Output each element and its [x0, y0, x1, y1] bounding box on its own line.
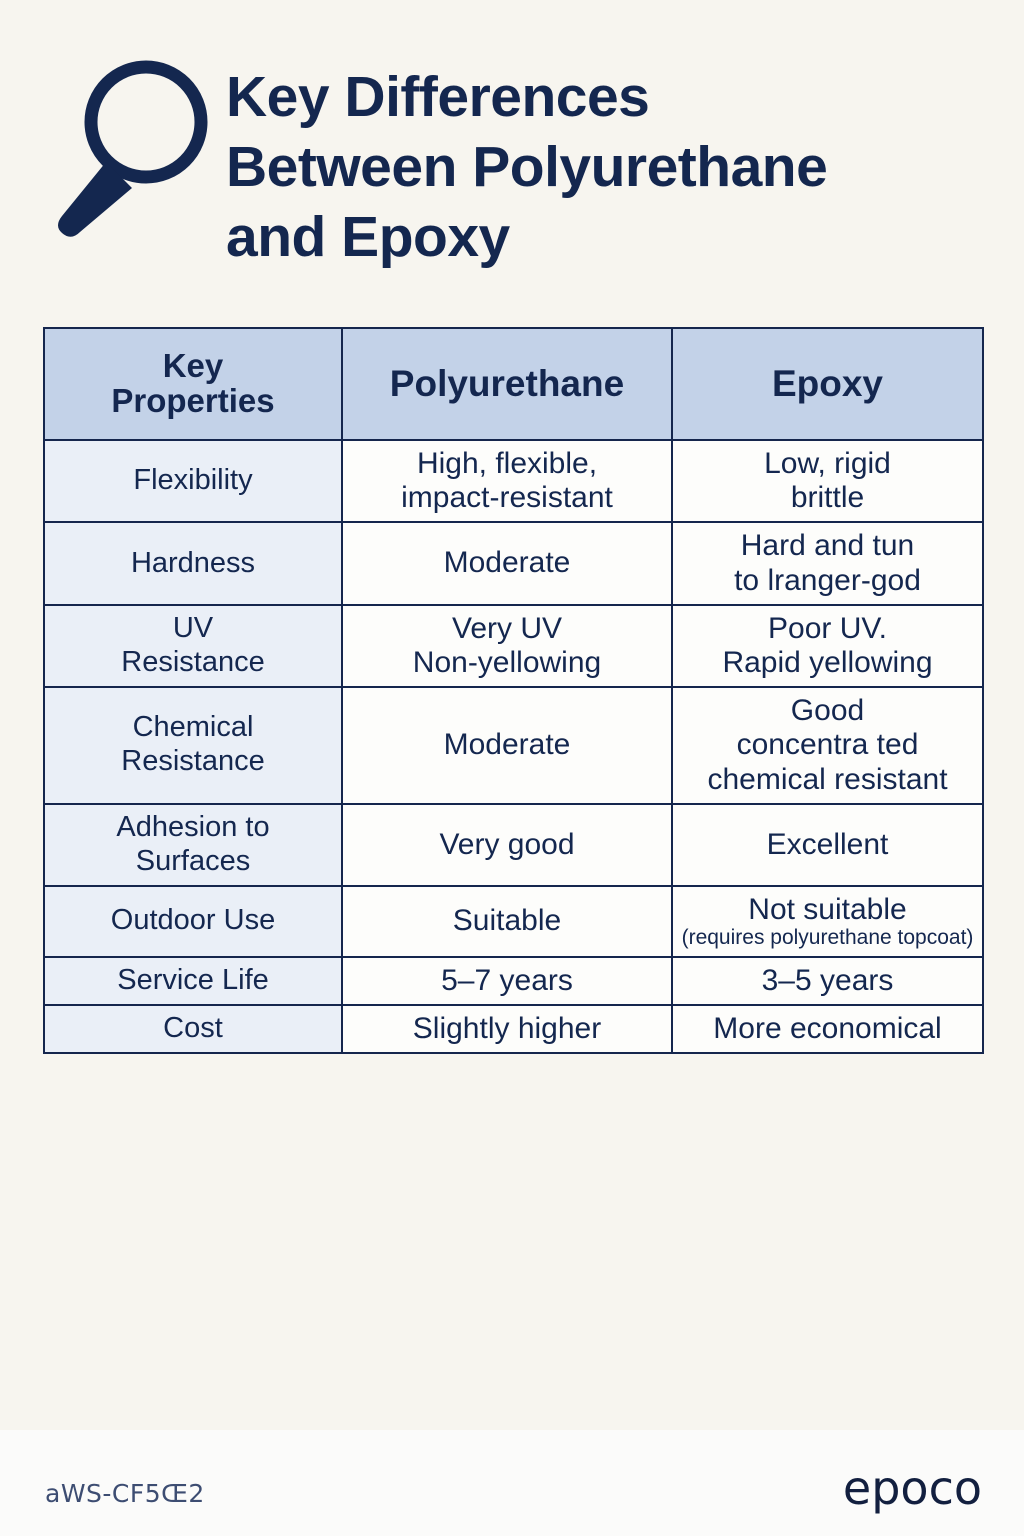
- table-row: Chemical Resistance Moderate Good concentr…: [43, 686, 984, 805]
- cell-flexibility-polyurethane: High, flexible, impact-resistant: [341, 438, 673, 524]
- row-label-flexibility: Flexibility: [43, 438, 343, 524]
- column-header-key-properties-line2: Properties: [111, 382, 275, 419]
- footer: [0, 1430, 1024, 1536]
- cell-hardness-epoxy: Hard and tun to lranger-god: [671, 521, 984, 606]
- cell-hardness-polyurethane: Moderate: [341, 521, 673, 606]
- row-label-adhesion-to-surfaces: Adhesion to Surfaces: [43, 802, 343, 887]
- cell-flexibility-epoxy: Low, rigid brittle: [671, 438, 984, 524]
- cell-service-life-epoxy: 3–5 years: [671, 955, 984, 1006]
- cell-adhesion-polyurethane: Very good: [341, 802, 673, 887]
- footer-code: aWS-CF5Œ2: [45, 1479, 205, 1508]
- comparison-table-container: Key Properties Polyurethane Epoxy Flexib…: [43, 327, 984, 1055]
- comparison-table: Key Properties Polyurethane Epoxy Flexib…: [43, 327, 984, 1055]
- header: Key Differences Between Polyurethane and…: [0, 0, 1024, 310]
- cell-outdoor-use-epoxy: Not suitable (requires polyurethane topc…: [671, 884, 984, 958]
- table-header: Key Properties Polyurethane Epoxy: [43, 327, 984, 441]
- title-line-2: Between Polyurethane: [226, 135, 828, 199]
- table-row: Cost Slightly higher More economical: [43, 1003, 984, 1055]
- title-line-1: Key Differences: [226, 65, 650, 129]
- table-row: Adhesion to Surfaces Very good Excellent: [43, 802, 984, 887]
- row-label-service-life: Service Life: [43, 955, 343, 1006]
- cell-outdoor-use-epoxy-main: Not suitable: [748, 892, 907, 926]
- table-row: Flexibility High, flexible, impact-resist…: [43, 438, 984, 524]
- page-title: Key Differences Between Polyurethane and…: [226, 62, 986, 272]
- table-row: Service Life 5–7 years 3–5 years: [43, 955, 984, 1006]
- row-label-outdoor-use: Outdoor Use: [43, 884, 343, 958]
- cell-uv-resistance-epoxy: Poor UV. Rapid yellowing: [671, 603, 984, 689]
- row-label-hardness: Hardness: [43, 521, 343, 606]
- column-header-key-properties-line1: Key: [162, 347, 224, 385]
- cell-cost-epoxy: More economical: [671, 1003, 984, 1055]
- column-header-key-properties: Key Properties: [43, 327, 343, 441]
- cell-chemical-resistance-epoxy: Good concentra ted chemical resistant: [671, 686, 984, 805]
- cell-uv-resistance-polyurethane: Very UV Non-yellowing: [341, 603, 673, 689]
- cell-service-life-polyurethane: 5–7 years: [341, 955, 673, 1006]
- table-row: Hardness Moderate Hard and tun to lranger…: [43, 521, 984, 606]
- column-header-polyurethane: Polyurethane: [341, 327, 673, 441]
- cell-outdoor-use-polyurethane: Suitable: [341, 884, 673, 958]
- table-header-row: Key Properties Polyurethane Epoxy: [43, 327, 984, 441]
- cell-outdoor-use-epoxy-note: (requires polyurethane topcoat): [681, 926, 974, 950]
- title-line-3: and Epoxy: [226, 205, 510, 269]
- table-row: Outdoor Use Suitable Not suitable (requi…: [43, 884, 984, 958]
- cell-chemical-resistance-polyurethane: Moderate: [341, 686, 673, 805]
- row-label-uv-resistance: UV Resistance: [43, 603, 343, 689]
- magnifier-icon: [44, 52, 214, 237]
- column-header-epoxy: Epoxy: [671, 327, 984, 441]
- cell-cost-polyurethane: Slightly higher: [341, 1003, 673, 1055]
- table-body: Flexibility High, flexible, impact-resist…: [43, 438, 984, 1055]
- cell-adhesion-epoxy: Excellent: [671, 802, 984, 887]
- row-label-chemical-resistance: Chemical Resistance: [43, 686, 343, 805]
- brand-logo: epoco: [842, 1461, 982, 1515]
- row-label-cost: Cost: [43, 1003, 343, 1055]
- table-row: UV Resistance Very UV Non-yellowing Poor U…: [43, 603, 984, 689]
